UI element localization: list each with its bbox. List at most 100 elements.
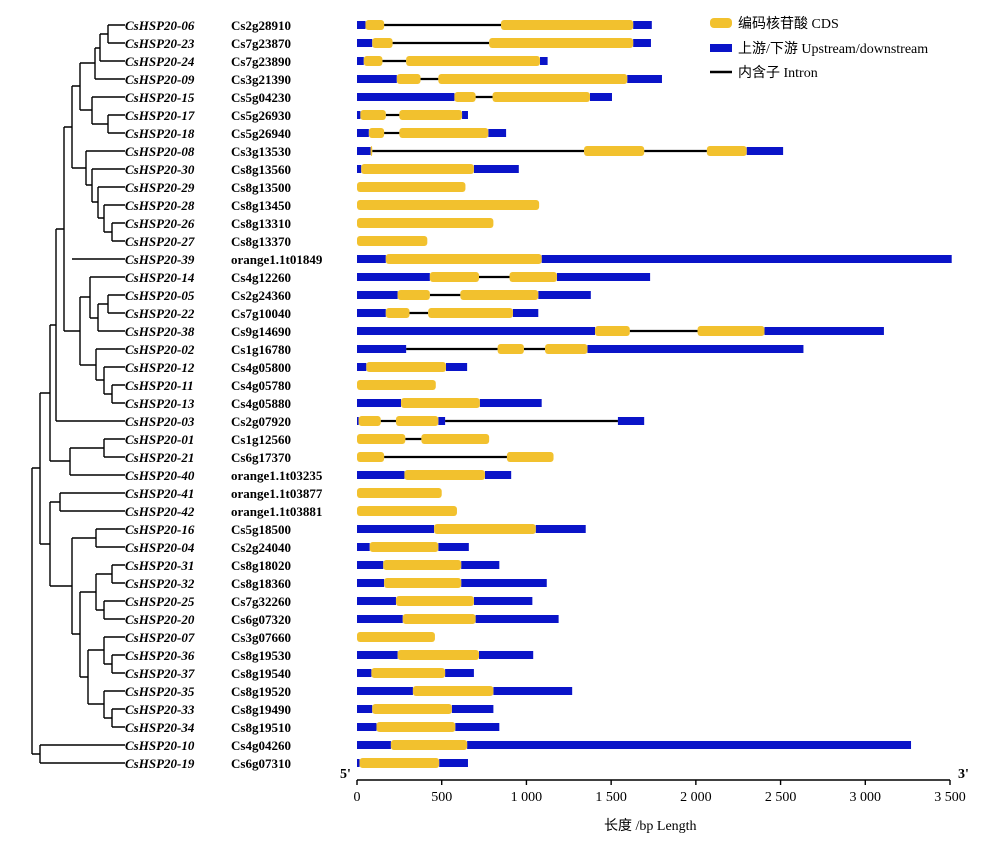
cds-segment	[357, 236, 428, 246]
utr-segment	[357, 327, 596, 335]
utr-segment	[633, 21, 652, 29]
gene-locus: Cs4g12260	[231, 270, 291, 285]
gene-locus: Cs8g19510	[231, 720, 291, 735]
gene-structure-row	[357, 56, 548, 66]
cds-segment	[395, 416, 439, 426]
gene-name: CsHSP20-24	[125, 54, 195, 69]
gene-name: CsHSP20-14	[125, 270, 195, 285]
gene-locus: Cs2g24360	[231, 288, 291, 303]
utr-segment	[438, 417, 446, 425]
utr-segment	[488, 129, 507, 137]
gene-name: CsHSP20-31	[125, 558, 194, 573]
gene-structure-row	[357, 506, 457, 516]
gene-name: CsHSP20-17	[125, 108, 195, 123]
utr-segment	[746, 147, 784, 155]
cds-segment	[545, 344, 588, 354]
axis-tick-label: 1 000	[511, 790, 543, 805]
utr-segment	[438, 543, 469, 551]
utr-segment	[357, 471, 405, 479]
gene-structure-row	[357, 758, 468, 768]
gene-structure-row	[357, 254, 952, 264]
gene-structure-row	[357, 452, 554, 462]
gene-locus: Cs8g13310	[231, 216, 291, 231]
gene-name: CsHSP20-01	[125, 432, 194, 447]
gene-name: CsHSP20-39	[125, 252, 195, 267]
gene-structure-row	[357, 200, 540, 210]
gene-structure-row	[357, 704, 494, 714]
utr-segment	[357, 561, 384, 569]
gene-name: CsHSP20-33	[125, 702, 195, 717]
gene-locus: Cs7g23890	[231, 54, 291, 69]
axis-tick-label: 2 500	[765, 790, 797, 805]
legend-label: 内含子 Intron	[738, 65, 818, 81]
gene-locus: Cs8g19540	[231, 666, 291, 681]
utr-segment	[357, 687, 413, 695]
legend-label: 上游/下游 Upstream/downstream	[738, 41, 928, 57]
gene-name: CsHSP20-13	[125, 396, 195, 411]
gene-name: CsHSP20-40	[125, 468, 195, 483]
cds-segment	[357, 434, 406, 444]
cds-segment	[404, 470, 485, 480]
gene-locus: Cs8g18360	[231, 576, 291, 591]
gene-name: CsHSP20-15	[125, 90, 195, 105]
gene-locus: Cs4g04260	[231, 738, 291, 753]
gene-locus: Cs6g07310	[231, 756, 291, 771]
utr-segment	[627, 75, 662, 83]
cds-segment	[399, 110, 463, 120]
gene-locus: Cs3g13530	[231, 144, 291, 159]
gene-name: CsHSP20-05	[125, 288, 195, 303]
gene-structure-row	[357, 740, 912, 750]
gene-locus: orange1.1t03881	[231, 504, 322, 519]
gene-locus: Cs1g12560	[231, 432, 291, 447]
gene-structure-row	[357, 20, 652, 30]
utr-segment	[357, 741, 391, 749]
gene-name: CsHSP20-20	[125, 612, 195, 627]
cds-segment	[501, 20, 634, 30]
cds-segment	[369, 542, 439, 552]
cds-segment	[429, 272, 479, 282]
gene-name: CsHSP20-34	[125, 720, 195, 735]
cds-segment	[460, 290, 539, 300]
cds-segment	[372, 704, 452, 714]
cds-segment	[497, 344, 524, 354]
gene-structure-row	[357, 182, 466, 192]
gene-name: CsHSP20-08	[125, 144, 195, 159]
axis-tick-label: 2 000	[680, 790, 712, 805]
gene-locus: Cs6g07320	[231, 612, 291, 627]
gene-locus: Cs9g14690	[231, 324, 291, 339]
gene-structure-row	[357, 236, 428, 246]
utr-segment	[475, 615, 559, 623]
cds-segment	[385, 308, 410, 318]
five-prime-label: 5'	[340, 767, 351, 782]
utr-segment	[445, 669, 474, 677]
gene-structure-row	[357, 488, 442, 498]
utr-segment	[357, 345, 407, 353]
gene-structure-row	[357, 362, 468, 372]
cds-segment	[412, 686, 494, 696]
gene-structure-row	[357, 272, 651, 282]
utr-segment	[357, 129, 369, 137]
cds-segment	[421, 434, 490, 444]
gene-structure-row	[357, 146, 784, 156]
cds-segment	[357, 632, 435, 642]
gene-name: CsHSP20-11	[125, 378, 194, 393]
gene-locus: Cs1g16780	[231, 342, 291, 357]
gene-structure-row	[357, 398, 542, 408]
gene-locus: Cs3g07660	[231, 630, 291, 645]
cds-segment	[397, 650, 479, 660]
gene-structure-row	[357, 722, 500, 732]
gene-name: CsHSP20-12	[125, 360, 195, 375]
cds-segment	[376, 722, 456, 732]
gene-name: CsHSP20-22	[125, 306, 195, 321]
utr-segment	[357, 363, 367, 371]
utr-segment	[357, 57, 364, 65]
utr-segment	[589, 93, 612, 101]
utr-segment	[357, 723, 377, 731]
gene-structure-row	[357, 74, 662, 84]
utr-segment	[764, 327, 884, 335]
cds-segment	[365, 20, 385, 30]
gene-locus: Cs3g21390	[231, 72, 291, 87]
gene-name: CsHSP20-29	[125, 180, 195, 195]
cds-segment	[492, 92, 590, 102]
phylogenetic-tree	[31, 24, 125, 764]
